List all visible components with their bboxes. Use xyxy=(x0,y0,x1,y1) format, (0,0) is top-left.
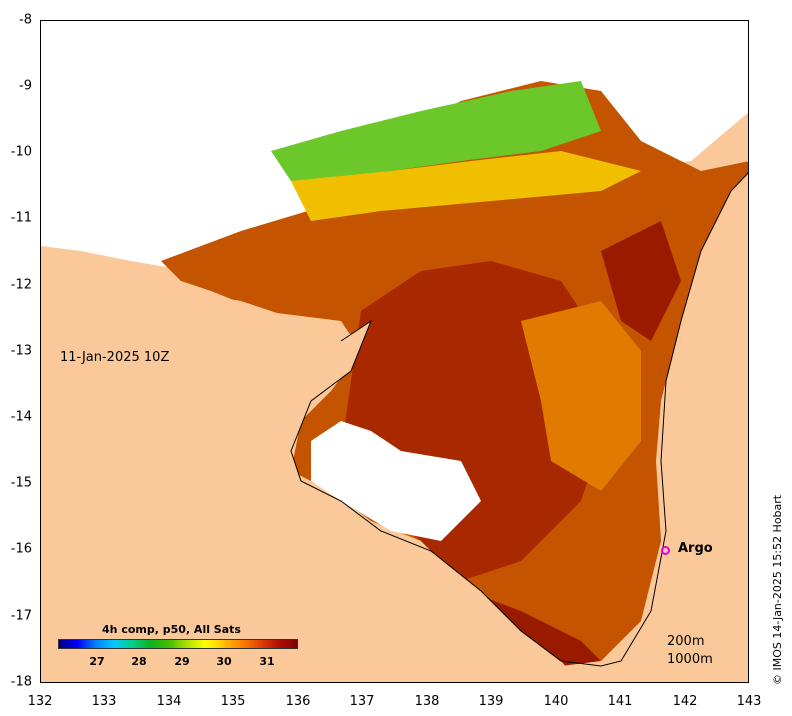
colorbar-tick: 29 xyxy=(174,655,190,668)
argo-float-icon[interactable] xyxy=(661,546,670,555)
sst-orange-patch xyxy=(521,301,641,491)
x-tick-label: 138 xyxy=(414,694,440,709)
x-tick-label: 136 xyxy=(285,694,311,709)
y-tick-label: -12 xyxy=(10,277,32,293)
x-tick-label: 133 xyxy=(91,694,117,709)
contour-200m-label: 200m xyxy=(667,634,705,649)
colorbar-tick: 28 xyxy=(131,655,147,668)
y-tick-label: -10 xyxy=(10,144,32,160)
sst-map xyxy=(40,20,749,683)
y-tick-label: -8 xyxy=(19,12,32,28)
date-label: 11-Jan-2025 10Z xyxy=(60,350,170,365)
x-tick-label: 135 xyxy=(220,694,246,709)
y-tick-label: -17 xyxy=(10,608,32,624)
sst-yellow-band xyxy=(291,151,641,221)
y-tick-label: -11 xyxy=(10,210,32,226)
colorbar-tick: 31 xyxy=(259,655,275,668)
y-tick-label: -15 xyxy=(10,475,32,491)
credit-text: © IMOS 14-Jan-2025 15:52 Hobart xyxy=(771,494,784,685)
x-tick-label: 143 xyxy=(736,694,762,709)
legend-title: 4h comp, p50, All Sats xyxy=(102,623,241,636)
coastline xyxy=(290,172,748,667)
temperature-colorbar xyxy=(58,639,298,649)
x-tick-label: 141 xyxy=(607,694,633,709)
x-tick-label: 140 xyxy=(543,694,569,709)
y-tick-label: -14 xyxy=(10,409,32,425)
y-tick-label: -18 xyxy=(10,674,32,690)
x-tick-label: 134 xyxy=(156,694,182,709)
sst-map-canvas xyxy=(41,21,748,682)
sst-hot-east xyxy=(601,221,681,341)
y-tick-label: -9 xyxy=(19,78,32,94)
y-tick-label: -13 xyxy=(10,343,32,359)
colorbar-tick: 27 xyxy=(89,655,105,668)
colorbar-tick: 30 xyxy=(216,655,232,668)
argo-label: Argo xyxy=(678,541,713,556)
sst-cool-band xyxy=(271,81,601,181)
no-data-gulf xyxy=(311,421,481,541)
y-tick-label: -16 xyxy=(10,541,32,557)
cape-york xyxy=(601,173,748,682)
x-tick-label: 137 xyxy=(349,694,375,709)
x-tick-label: 132 xyxy=(27,694,53,709)
x-tick-label: 139 xyxy=(478,694,504,709)
arnhem-land xyxy=(41,281,580,682)
x-tick-label: 142 xyxy=(672,694,698,709)
contour-1000m-label: 1000m xyxy=(667,652,713,667)
